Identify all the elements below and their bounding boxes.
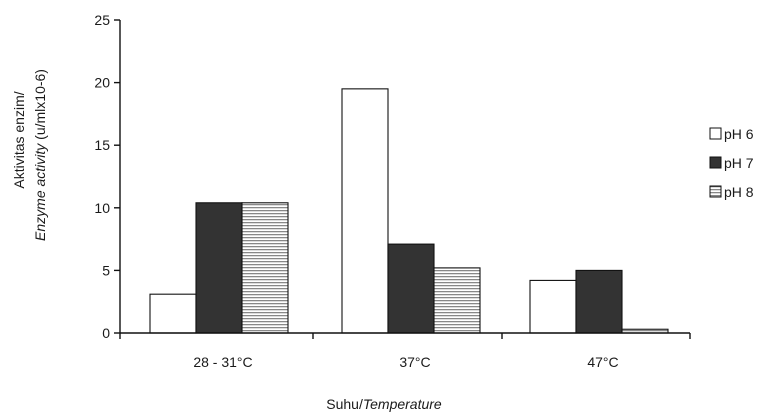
x-axis-title: Suhu/Temperature: [326, 396, 442, 412]
bar-ph6-1: [341, 88, 389, 334]
y-tick-label: 5: [102, 262, 110, 278]
y-axis-title-line2: Enzyme activity (u/mlx10-6): [32, 69, 48, 241]
legend: pH 6 pH 7 pH 8: [709, 126, 754, 200]
legend-swatch: [709, 185, 722, 198]
y-tick-label: 20: [94, 75, 110, 91]
bar-ph7-0: [195, 202, 243, 334]
x-axis-title-plain: Suhu/: [326, 396, 363, 412]
x-axis-title-italic: Temperature: [363, 396, 442, 412]
bar-ph8-1: [433, 267, 481, 334]
y-axis-title-line1: Aktivitas enzim/: [11, 91, 27, 188]
y-tick-label: 10: [94, 200, 110, 216]
legend-label: pH 8: [724, 184, 754, 200]
bar-ph8-0: [241, 202, 289, 334]
x-tick-label: 37°C: [399, 354, 430, 370]
x-tick-label: 47°C: [587, 354, 618, 370]
legend-label: pH 7: [724, 155, 754, 171]
bar-ph6-0: [149, 293, 197, 334]
y-tick-label: 25: [94, 12, 110, 28]
y-tick-label: 15: [94, 137, 110, 153]
x-tick-label: 28 - 31°C: [193, 354, 252, 370]
y-axis-title-italic: Enzyme activity: [32, 143, 48, 241]
bar-ph6-2: [529, 279, 577, 334]
bars: [149, 88, 669, 334]
y-axis-ticks: 0 5 10 15 20 25: [94, 12, 120, 341]
legend-swatch: [709, 127, 722, 140]
y-axis-title-units: (u/mlx10-6): [32, 69, 48, 144]
legend-swatch: [709, 156, 722, 169]
bar-ph7-2: [575, 269, 623, 334]
bar-ph7-1: [387, 243, 435, 334]
legend-label: pH 6: [724, 126, 754, 142]
y-tick-label: 0: [102, 325, 110, 341]
x-axis-ticks: 28 - 31°C 37°C 47°C: [119, 333, 691, 370]
